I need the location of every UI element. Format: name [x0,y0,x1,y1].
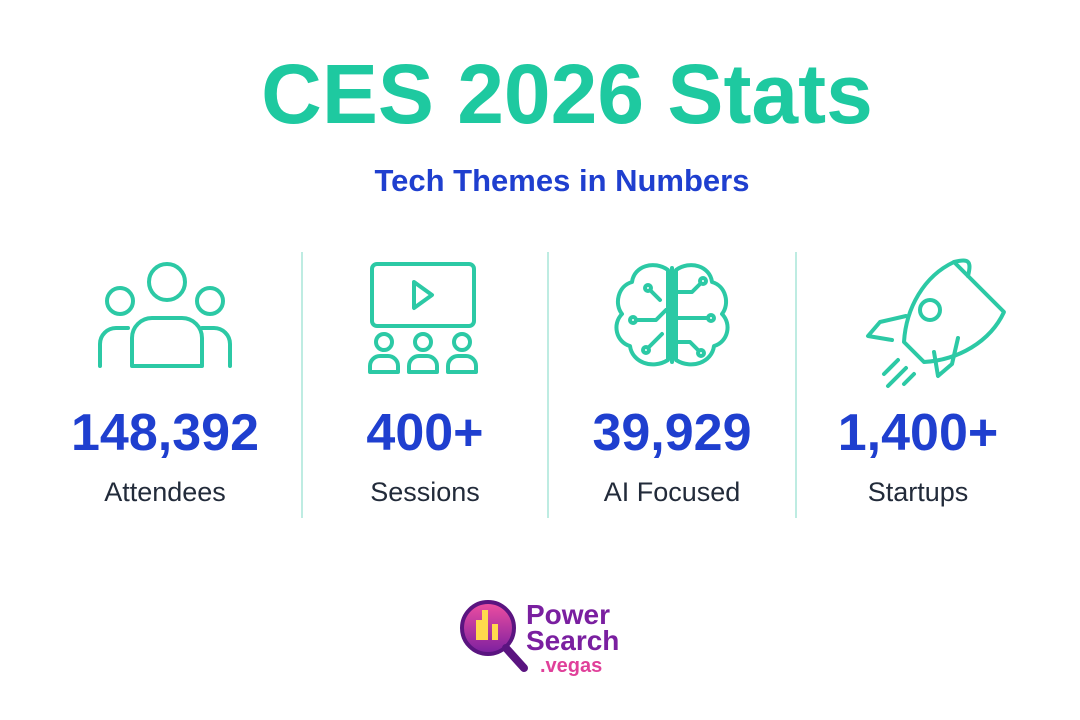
title: CES 2026 Stats [261,47,873,141]
stat-value: 400+ [366,404,483,462]
logo-handle [502,644,528,672]
stat-label: Sessions [370,477,480,507]
stat-value: 1,400+ [838,404,999,462]
subtitle: Tech Themes in Numbers [375,163,750,198]
stat-label: Startups [868,477,969,507]
logo-line2: Search [526,625,619,656]
logo-line1: Power [526,599,610,630]
screen-icon [368,262,478,374]
stat-value: 39,929 [592,404,751,462]
stat-value: 148,392 [71,404,259,462]
rocket-icon [866,258,1006,388]
brain-icon [614,263,730,367]
stat-label: AI Focused [604,477,741,507]
logo: Power Search .vegas [460,599,619,677]
logo-line3: .vegas [540,655,602,677]
people-icon [98,262,232,368]
stat-label: Attendees [104,477,226,507]
logo-skyline [476,610,498,640]
